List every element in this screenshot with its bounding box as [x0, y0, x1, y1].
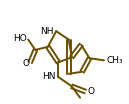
Text: CH₃: CH₃	[106, 56, 123, 65]
Text: HO: HO	[13, 34, 27, 43]
Text: HN: HN	[42, 72, 55, 81]
Text: O: O	[87, 87, 94, 96]
Text: NH: NH	[41, 27, 54, 36]
Text: O: O	[22, 59, 29, 68]
